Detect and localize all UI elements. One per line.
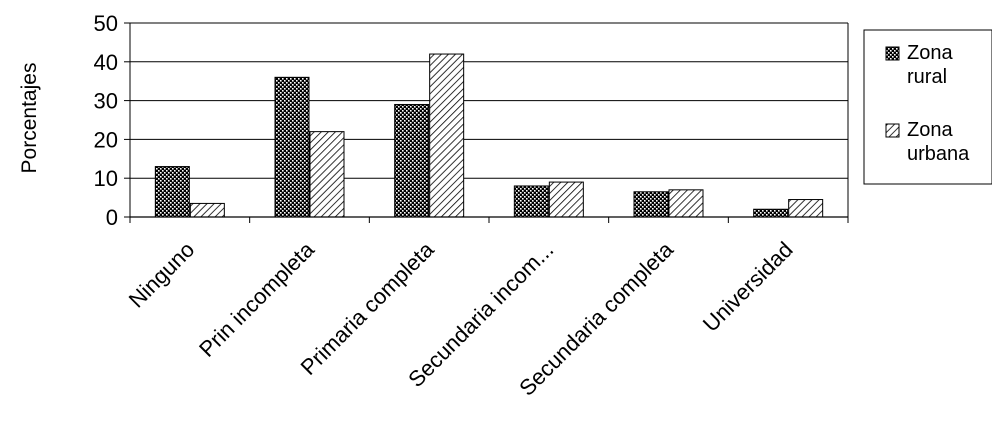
x-tick-label: Prin incompleta: [194, 236, 319, 361]
y-tick-label: 50: [94, 11, 118, 36]
legend-label: Zona: [907, 42, 953, 64]
bar-urbana: [189, 202, 225, 218]
legend-label: rural: [907, 66, 947, 88]
legend-swatch: [885, 46, 900, 61]
legend-box: [863, 29, 992, 185]
legend-swatch: [885, 123, 900, 138]
bar-rural: [633, 191, 669, 218]
y-tick-label: 30: [94, 89, 118, 114]
bar-rural: [513, 185, 549, 218]
legend-label: Zona: [907, 119, 953, 141]
y-tick-label: 10: [94, 166, 118, 191]
x-tick-label: Universidad: [698, 237, 798, 337]
x-tick-label: Primaria completa: [296, 236, 440, 380]
bar-urbana: [429, 53, 465, 218]
bar-rural: [154, 166, 190, 218]
y-tick-labels: 0 10 20 30 40 50: [94, 11, 118, 230]
axes: [124, 22, 849, 223]
bar-urbana: [788, 199, 824, 218]
bars: [154, 53, 824, 218]
x-tick-label: Ninguno: [124, 237, 200, 313]
bar-urbana: [548, 181, 584, 218]
y-tick-label: 40: [94, 50, 118, 75]
bar-urbana: [668, 189, 704, 218]
y-axis-label: Porcentajes: [18, 63, 41, 174]
bar-rural: [753, 208, 789, 218]
y-tick-label: 20: [94, 127, 118, 152]
bar-rural: [274, 76, 310, 218]
bar-urbana: [309, 131, 345, 218]
gridlines: [130, 22, 848, 179]
legend-label: urbana: [907, 143, 970, 165]
bar-rural: [394, 103, 430, 218]
y-tick-label: 0: [106, 205, 118, 230]
